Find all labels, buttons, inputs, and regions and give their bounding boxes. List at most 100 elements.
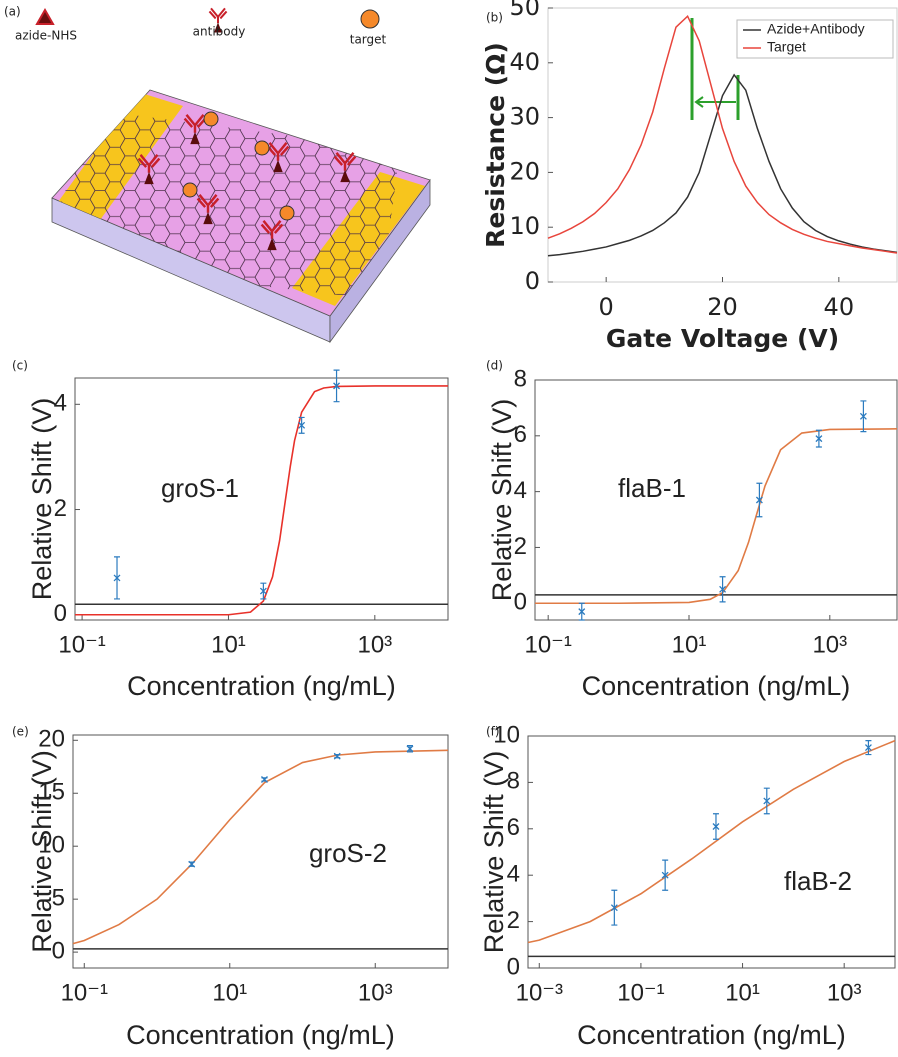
- x-tick-label: 10¹: [672, 631, 707, 658]
- y-tick-label: 6: [507, 814, 520, 841]
- legend-label: Target: [767, 39, 806, 55]
- legend-box: [736, 19, 894, 59]
- panel-label: (f): [486, 725, 500, 739]
- fit-curve: [527, 739, 896, 944]
- data-point: [333, 752, 341, 760]
- y-tick-label: 8: [507, 768, 520, 795]
- y-axis-label: Relative Shift (V): [27, 750, 57, 953]
- data-point: [859, 412, 867, 420]
- series-line: [547, 73, 898, 257]
- x-tick-label: 10⁻¹: [524, 631, 571, 658]
- x-tick-label: 10⁻¹: [617, 979, 664, 1006]
- x-tick-label: 10¹: [725, 979, 760, 1006]
- y-tick-label: 10: [493, 721, 520, 748]
- y-tick-label: 20: [38, 726, 65, 753]
- y-axis-label: Relative Shift (V): [487, 399, 517, 602]
- panel-label: (e): [12, 725, 29, 739]
- fit-curve: [75, 385, 448, 616]
- y-tick-label: 6: [514, 421, 527, 448]
- y-tick-label: 4: [514, 477, 527, 504]
- y-tick-label: 20: [509, 157, 540, 185]
- annotation: flaB-2: [784, 866, 852, 896]
- panel-label: (d): [486, 359, 503, 373]
- x-axis-label: Concentration (ng/mL): [577, 1020, 846, 1050]
- data-point: [864, 744, 872, 752]
- data-point: [578, 608, 586, 616]
- x-tick-label: 10⁻¹: [61, 979, 108, 1006]
- data-point: [719, 585, 727, 593]
- x-tick-label: 20: [707, 293, 738, 321]
- shift-annotation: [690, 18, 740, 120]
- x-axis-label: Concentration (ng/mL): [126, 1020, 395, 1050]
- x-tick-label: 40: [824, 293, 855, 321]
- annotation: groS-2: [309, 838, 387, 868]
- data-point: [406, 745, 414, 753]
- azide-icon: [35, 7, 55, 25]
- y-tick-label: 10: [38, 832, 65, 859]
- legend-text: target: [350, 33, 387, 47]
- data-point: [610, 904, 618, 912]
- x-tick-label: 10¹: [211, 631, 246, 658]
- y-tick-label: 4: [54, 390, 67, 417]
- y-tick-label: 0: [52, 937, 65, 964]
- legend-text: antibody: [193, 25, 246, 39]
- plot-frame: [74, 377, 449, 621]
- y-tick-label: 0: [507, 953, 520, 980]
- x-axis-label: Concentration (ng/mL): [582, 671, 851, 701]
- panel-label: (b): [486, 11, 503, 25]
- panel-label: (c): [12, 359, 28, 373]
- x-tick-label: 10³: [357, 631, 392, 658]
- plot-frame: [534, 379, 898, 621]
- y-tick-label: 40: [509, 48, 540, 76]
- data-point: [755, 496, 763, 504]
- y-tick-label: 2: [507, 907, 520, 934]
- x-axis-label: Gate Voltage (V): [606, 324, 839, 353]
- y-tick-label: 4: [507, 861, 520, 888]
- diagram: (a) azide-NHS antibody target: [4, 5, 431, 344]
- x-tick-label: 10⁻³: [516, 979, 563, 1006]
- data-point: [113, 574, 121, 582]
- x-tick-label: 10³: [812, 631, 847, 658]
- legend-label: Azide+Antibody: [767, 21, 865, 37]
- y-axis-label: Relative Shift (V): [27, 398, 57, 601]
- data-point: [298, 421, 306, 429]
- annotation: groS-1: [161, 473, 239, 503]
- data-point: [188, 860, 196, 868]
- y-tick-label: 5: [52, 885, 65, 912]
- plot-frame: [527, 735, 896, 969]
- x-tick-label: 10¹: [212, 979, 247, 1006]
- y-tick-label: 2: [514, 533, 527, 560]
- data-point: [259, 587, 267, 595]
- y-tick-label: 50: [509, 0, 540, 21]
- plot-frame: [72, 734, 449, 969]
- x-tick-label: 10³: [358, 979, 393, 1006]
- y-tick-label: 8: [514, 365, 527, 392]
- panel-label: (a): [4, 5, 21, 19]
- y-axis-label: Resistance (Ω): [481, 42, 510, 248]
- y-tick-label: 2: [54, 495, 67, 522]
- legend-text: azide-NHS: [15, 29, 77, 43]
- x-axis-label: Concentration (ng/mL): [127, 671, 396, 701]
- y-tick-label: 0: [514, 589, 527, 616]
- targets: [182, 111, 295, 221]
- data-point: [661, 871, 669, 879]
- data-point: [815, 435, 823, 443]
- data-point: [763, 797, 771, 805]
- y-tick-label: 10: [509, 212, 540, 240]
- series-line: [547, 14, 898, 254]
- data-point: [333, 382, 341, 390]
- y-tick-label: 0: [525, 267, 540, 295]
- x-tick-label: 10³: [827, 979, 862, 1006]
- annotation: flaB-1: [618, 473, 686, 503]
- y-tick-label: 0: [54, 600, 67, 627]
- fit-curve: [535, 428, 898, 605]
- target-icon: [360, 9, 380, 29]
- y-tick-label: 30: [509, 103, 540, 131]
- x-tick-label: 0: [599, 293, 614, 321]
- fit-curve: [72, 749, 449, 945]
- y-axis-label: Relative Shift (V): [479, 751, 509, 954]
- y-tick-label: 15: [38, 779, 65, 806]
- data-point: [712, 823, 720, 830]
- x-tick-label: 10⁻¹: [58, 631, 105, 658]
